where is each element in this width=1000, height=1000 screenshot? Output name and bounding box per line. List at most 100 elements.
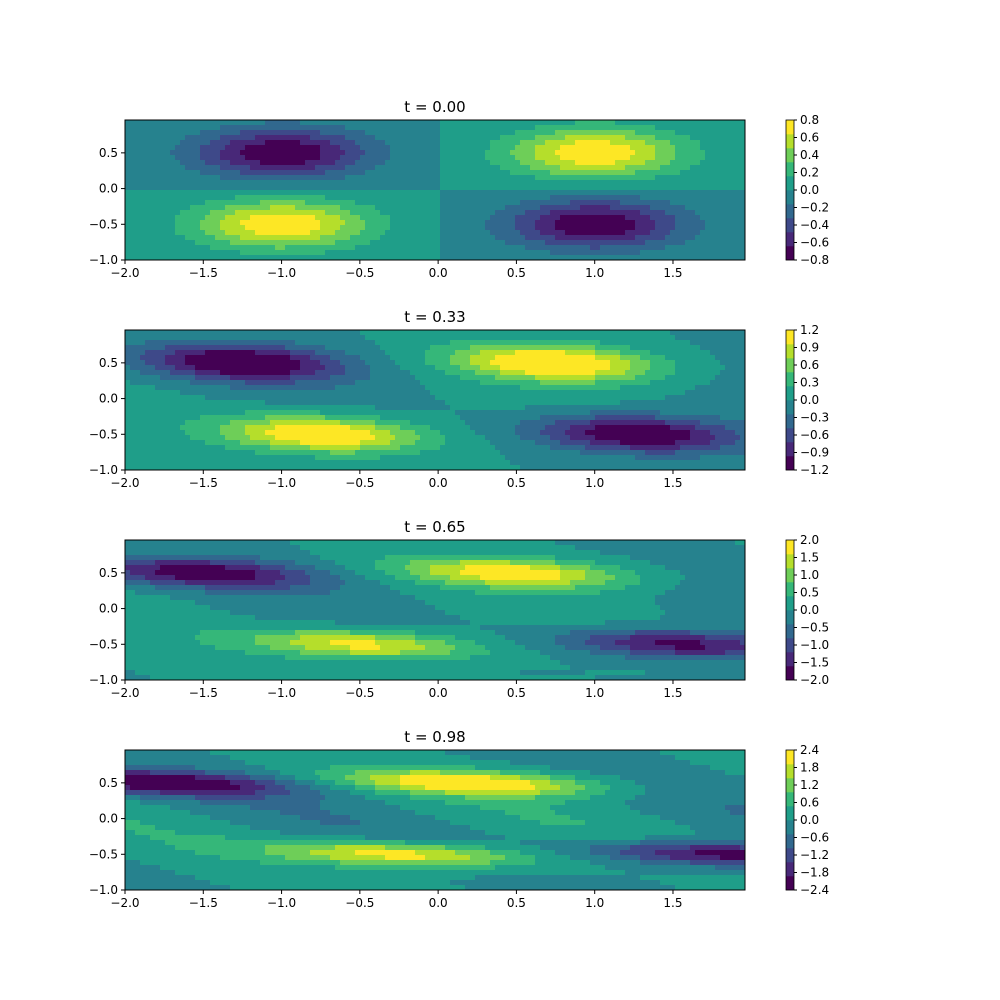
- contour-cell: [610, 330, 616, 336]
- contour-cell: [135, 195, 141, 201]
- contour-cell: [175, 210, 181, 216]
- contour-cell: [520, 355, 526, 361]
- contour-cell: [555, 140, 561, 146]
- contour-cell: [170, 175, 176, 181]
- contour-cell: [560, 340, 566, 346]
- contour-cell: [610, 120, 616, 126]
- contour-cell: [410, 330, 416, 336]
- contour-cell: [630, 165, 636, 171]
- contour-cell: [735, 145, 741, 151]
- contour-cell: [580, 125, 586, 131]
- contour-cell: [405, 370, 411, 376]
- contour-cell: [370, 155, 376, 161]
- contour-cell: [200, 215, 206, 221]
- contour-cell: [685, 330, 691, 336]
- contour-cell: [635, 240, 641, 246]
- contour-cell: [295, 340, 301, 346]
- contour-cell: [430, 135, 436, 141]
- contour-cell: [215, 120, 221, 126]
- contour-cell: [470, 360, 476, 366]
- contour-cell: [535, 125, 541, 131]
- contour-cell: [375, 350, 381, 356]
- contour-cell: [625, 380, 631, 386]
- contour-cell: [500, 370, 506, 376]
- contour-cell: [630, 235, 636, 241]
- contour-cell: [660, 230, 666, 236]
- contour-cell: [645, 365, 651, 371]
- contour-cell: [460, 380, 466, 386]
- contour-cell: [505, 160, 511, 166]
- contour-cell: [525, 215, 531, 221]
- contour-cell: [480, 140, 486, 146]
- contour-cell: [165, 330, 171, 336]
- contour-cell: [500, 180, 506, 186]
- contour-cell: [555, 220, 561, 226]
- contour-cell: [165, 240, 171, 246]
- contour-cell: [375, 340, 381, 346]
- contour-cell: [525, 120, 531, 126]
- contour-cell: [125, 240, 131, 246]
- contour-cell: [270, 230, 276, 236]
- contour-cell: [255, 160, 261, 166]
- contour-cell: [130, 245, 136, 251]
- contour-cell: [720, 350, 726, 356]
- contour-cell: [335, 375, 341, 381]
- contour-cell: [465, 165, 471, 171]
- contour-cell: [385, 220, 391, 226]
- contour-cell: [420, 330, 426, 336]
- contour-cell: [365, 250, 371, 256]
- contour-cell: [435, 175, 441, 181]
- contour-cell: [550, 160, 556, 166]
- contour-cell: [180, 155, 186, 161]
- contour-cell: [230, 220, 236, 226]
- contour-cell: [705, 360, 711, 366]
- contour-cell: [160, 170, 166, 176]
- contour-cell: [520, 220, 526, 226]
- contour-cell: [330, 185, 336, 191]
- contour-cell: [715, 245, 721, 251]
- contour-cell: [525, 370, 531, 376]
- contour-cell: [430, 140, 436, 146]
- contour-cell: [695, 240, 701, 246]
- contour-cell: [590, 195, 596, 201]
- contour-cell: [300, 385, 306, 391]
- contour-cell: [540, 370, 546, 376]
- contour-cell: [645, 195, 651, 201]
- contour-cell: [525, 165, 531, 171]
- contour-cell: [410, 335, 416, 341]
- contour-cell: [285, 150, 291, 156]
- contour-cell: [545, 375, 551, 381]
- contour-cell: [460, 335, 466, 341]
- contour-cell: [295, 385, 301, 391]
- contour-cell: [210, 140, 216, 146]
- contour-cell: [570, 120, 576, 126]
- contour-cell: [680, 195, 686, 201]
- contour-cell: [630, 210, 636, 216]
- contour-cell: [495, 375, 501, 381]
- contour-cell: [580, 230, 586, 236]
- contour-cell: [385, 195, 391, 201]
- contour-cell: [620, 240, 626, 246]
- contour-cell: [605, 240, 611, 246]
- contour-cell: [455, 235, 461, 241]
- contour-cell: [165, 180, 171, 186]
- contour-cell: [275, 190, 281, 196]
- contour-cell: [340, 205, 346, 211]
- contour-cell: [670, 245, 676, 251]
- contour-cell: [315, 335, 321, 341]
- contour-cell: [215, 375, 221, 381]
- contour-cell: [155, 165, 161, 171]
- contour-cell: [490, 165, 496, 171]
- contour-cell: [410, 375, 416, 381]
- contour-cell: [275, 215, 281, 221]
- contour-cell: [380, 340, 386, 346]
- contour-cell: [600, 190, 606, 196]
- contour-cell: [125, 180, 131, 186]
- contour-cell: [205, 245, 211, 251]
- contour-cell: [215, 250, 221, 256]
- contour-cell: [500, 330, 506, 336]
- contour-cell: [130, 215, 136, 221]
- contour-cell: [350, 165, 356, 171]
- contour-cell: [595, 180, 601, 186]
- contour-cell: [580, 250, 586, 256]
